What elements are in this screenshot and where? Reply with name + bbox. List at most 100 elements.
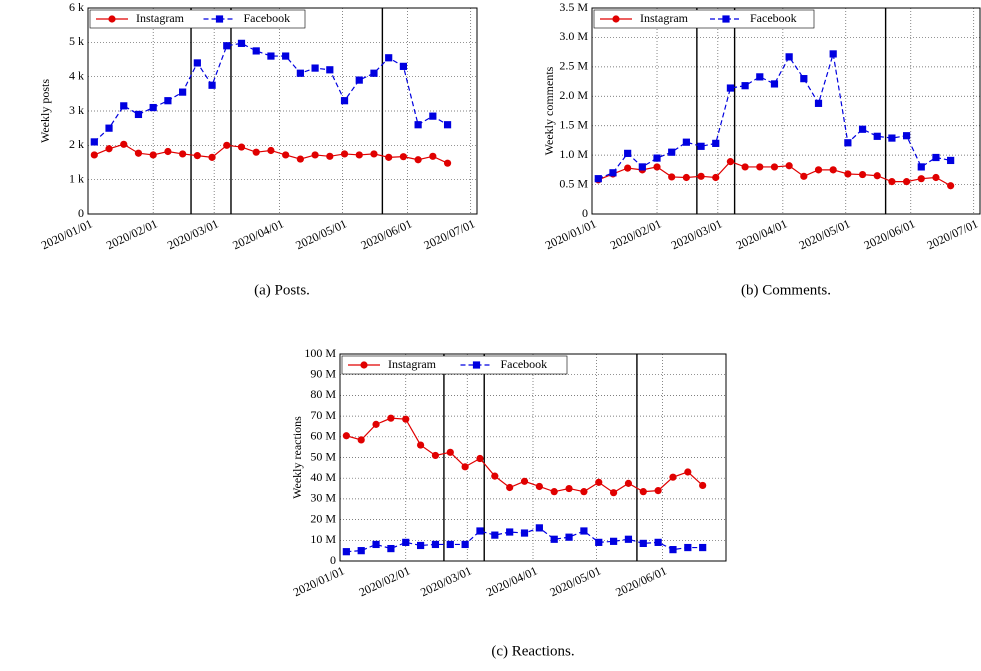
point	[684, 543, 692, 552]
x-tick-label: 2020/06/01	[613, 564, 668, 600]
legend-marker	[360, 361, 368, 369]
legend-marker	[108, 15, 116, 23]
y-axis-label: Weekly posts	[38, 79, 52, 143]
y-axis-label: Weekly comments	[542, 66, 556, 155]
point	[888, 178, 896, 186]
point	[342, 548, 350, 556]
point	[800, 75, 808, 83]
panel: 0 0.5 M 1.0 M 1.5 M 2.0 M 2.5 M 3.0 M 3.5 M 2020…	[542, 0, 981, 298]
point	[669, 473, 677, 481]
point	[594, 175, 602, 183]
point	[431, 451, 440, 460]
point	[357, 436, 365, 444]
point	[624, 479, 633, 487]
point	[387, 414, 395, 422]
point	[520, 477, 529, 485]
y-tick-label: 100 M	[304, 346, 336, 360]
point	[712, 173, 720, 182]
point	[609, 169, 617, 177]
point	[814, 166, 823, 174]
point	[120, 140, 128, 148]
point	[858, 170, 867, 179]
y-tick-label: 0.5 M	[559, 176, 588, 190]
x-tick-label: 2020/01/01	[291, 564, 346, 600]
point	[414, 156, 422, 164]
legend-marker	[215, 15, 224, 23]
y-tick-label: 3 k	[69, 103, 84, 117]
point	[340, 97, 349, 105]
point	[741, 163, 749, 171]
point	[902, 178, 911, 186]
point	[947, 156, 955, 165]
point	[370, 150, 378, 158]
point	[932, 153, 940, 162]
point	[699, 543, 707, 552]
point	[237, 143, 246, 151]
point	[326, 66, 334, 74]
point	[829, 166, 837, 174]
point	[726, 158, 735, 166]
point	[609, 537, 618, 545]
y-tick-label: 0	[78, 206, 84, 220]
point	[446, 448, 454, 456]
y-tick-label: 80 M	[310, 387, 336, 401]
caption: (b) Comments.	[741, 282, 831, 298]
point	[654, 538, 662, 546]
legend-marker	[722, 15, 730, 23]
caption: (a) Posts.	[254, 282, 310, 298]
x-tick-label: 2020/04/01	[734, 217, 789, 253]
point	[357, 547, 365, 555]
point	[370, 69, 378, 77]
x-tick-label: 2020/06/01	[862, 217, 917, 253]
point	[580, 488, 588, 496]
point	[668, 148, 676, 156]
plot-frame	[591, 7, 981, 215]
point	[385, 153, 393, 161]
point	[491, 472, 499, 480]
y-tick-label: 2.0 M	[559, 88, 588, 102]
legend-box	[593, 9, 815, 29]
point	[90, 151, 98, 159]
point	[416, 541, 425, 550]
point	[311, 151, 319, 159]
point	[429, 152, 437, 160]
legend-label: Instagram	[388, 357, 437, 371]
point	[595, 478, 603, 486]
y-tick-label: 60 M	[310, 429, 336, 443]
point	[193, 152, 201, 160]
point	[595, 538, 603, 546]
legend-label: Facebook	[244, 11, 291, 25]
y-tick-label: 1 k	[69, 171, 84, 185]
y-axis-label: Weekly reactions	[290, 416, 304, 499]
point	[800, 172, 808, 180]
point	[917, 163, 925, 171]
point	[476, 454, 484, 463]
point	[654, 487, 662, 495]
point	[639, 539, 647, 548]
point	[387, 544, 395, 553]
point	[372, 540, 380, 549]
legend-box	[341, 355, 568, 375]
point	[697, 142, 705, 150]
point	[814, 99, 823, 107]
x-tick-label: 2020/03/01	[669, 217, 724, 253]
y-tick-label: 1.5 M	[559, 117, 588, 131]
legend-box	[89, 9, 306, 29]
point	[355, 151, 363, 159]
y-tick-label: 10 M	[310, 532, 336, 546]
point	[149, 103, 157, 112]
point	[844, 170, 852, 178]
point	[506, 528, 514, 536]
point	[105, 145, 113, 153]
point	[712, 139, 720, 147]
x-tick-label: 2020/05/01	[797, 217, 852, 253]
point	[932, 173, 940, 182]
point	[535, 482, 543, 491]
point	[134, 149, 143, 157]
point	[770, 163, 779, 171]
point	[565, 533, 573, 541]
point	[726, 84, 735, 92]
x-tick-label: 2020/02/01	[608, 217, 663, 253]
